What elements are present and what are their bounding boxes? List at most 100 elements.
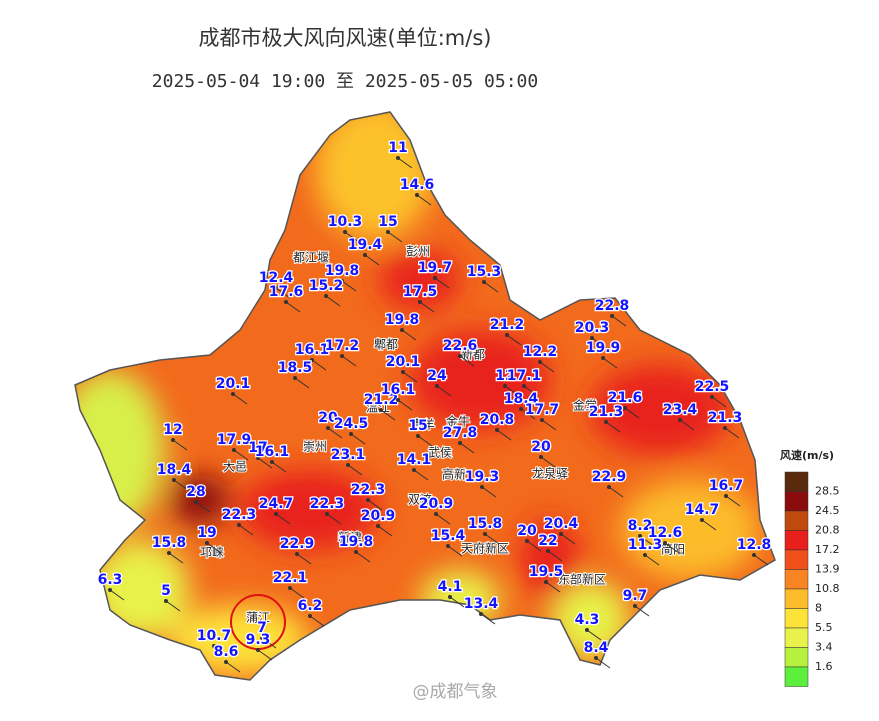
station-value: 4.1: [438, 579, 463, 595]
legend-label: 28.5: [815, 485, 840, 498]
station-value: 22.3: [351, 482, 386, 498]
station-value: 17.5: [403, 284, 438, 300]
station-value: 11.3: [628, 537, 663, 553]
station-dot: [400, 328, 404, 332]
wind-barb: [595, 657, 611, 669]
station-value: 22.3: [310, 496, 345, 512]
district-name: 崇州: [303, 440, 327, 454]
legend-swatch: [784, 647, 809, 668]
station-dot: [633, 604, 637, 608]
district-name: 高新: [442, 467, 466, 482]
station-dot: [663, 541, 667, 545]
station-dot: [167, 551, 171, 555]
station-dot: [396, 398, 400, 402]
station-dot: [325, 512, 329, 516]
legend-label: 13.9: [815, 563, 840, 576]
station-value: 15.3: [467, 264, 502, 280]
wind-barb: [341, 280, 357, 292]
wind-barb: [605, 421, 621, 433]
district-name: 郫都: [374, 337, 398, 352]
station-value: 15.4: [431, 528, 466, 544]
legend-swatch: [784, 666, 809, 687]
wind-barb: [436, 385, 452, 397]
station-dot: [538, 360, 542, 364]
station-value: 22: [538, 533, 557, 549]
wind-barb: [109, 589, 125, 601]
station-value: 22.8: [595, 298, 630, 314]
station-value: 16.1: [255, 444, 290, 460]
wind-barb: [496, 429, 512, 441]
station-value: 16.1: [381, 382, 416, 398]
station-value: 19: [197, 525, 216, 541]
station-dot: [386, 230, 390, 234]
station-value: 19.8: [325, 263, 360, 279]
station-value: 24.7: [259, 496, 294, 512]
map-subtitle: 2025-05-04 19:00 至 2025-05-05 05:00: [152, 71, 538, 92]
wind-barb: [275, 287, 291, 299]
station-dot: [495, 428, 499, 432]
station-value: 12.4: [259, 270, 294, 286]
station-value: 19.4: [348, 237, 383, 253]
station-dot: [256, 456, 260, 460]
wind-barb: [195, 501, 211, 513]
station-dot: [594, 656, 598, 660]
wind-barb: [459, 355, 475, 367]
wind-barb: [344, 231, 360, 243]
station-dot: [525, 539, 529, 543]
station-dot: [601, 356, 605, 360]
wind-barb: [387, 231, 403, 243]
station-dot: [643, 553, 647, 557]
district-name: 都江堰: [293, 251, 329, 265]
wind-barb: [724, 427, 740, 439]
district-name: 彭州: [406, 245, 430, 259]
station-dot: [540, 418, 544, 422]
district-name: 新津: [338, 530, 362, 545]
wind-barb: [275, 513, 291, 525]
station-value: 14.6: [400, 177, 435, 193]
wind-barb: [539, 361, 555, 373]
station-value: 19.5: [529, 564, 564, 580]
station-value: 12.8: [737, 537, 772, 553]
wind-barb: [560, 533, 576, 545]
wind-barb: [434, 277, 450, 289]
wind-barb: [233, 449, 249, 461]
wind-barb: [547, 550, 563, 562]
station-dot: [590, 336, 594, 340]
wind-barb: [271, 461, 287, 473]
station-dot: [678, 418, 682, 422]
station-dot: [416, 434, 420, 438]
wind-barb: [397, 157, 413, 169]
legend-title: 风速(m/s): [780, 448, 834, 462]
station-value: 5: [161, 583, 171, 599]
station-dot: [172, 478, 176, 482]
station-value: 12.6: [648, 525, 683, 541]
legend-label: 24.5: [815, 504, 840, 517]
wind-barb: [416, 194, 432, 206]
district-name: 新都: [461, 347, 485, 362]
station-value: 20: [517, 523, 537, 539]
station-dot: [237, 523, 241, 527]
station-value: 19.7: [418, 260, 453, 276]
station-dot: [585, 628, 589, 632]
station-value: 18.4: [504, 391, 539, 407]
station-dot: [434, 512, 438, 516]
wind-barb: [325, 295, 341, 307]
station-dot: [519, 407, 523, 411]
district-name: 温江: [366, 401, 390, 415]
station-dot: [295, 552, 299, 556]
station-value: 18.5: [278, 360, 313, 376]
district-name: 简阳: [661, 543, 685, 557]
station-value: 22.5: [695, 379, 730, 395]
station-value: 19.8: [385, 312, 420, 328]
station-dot: [607, 485, 611, 489]
wind-barb: [238, 524, 254, 536]
wind-barb: [639, 535, 655, 547]
station-value: 21.2: [490, 317, 525, 333]
station-value: 23.4: [663, 402, 698, 418]
map-title: 成都市极大风向风速(单位:m/s): [199, 26, 492, 50]
wind-barb: [402, 371, 418, 383]
station-dot: [171, 438, 175, 442]
station-value: 17.1: [507, 368, 542, 384]
station-dot: [366, 498, 370, 502]
wind-barb: [165, 600, 181, 612]
